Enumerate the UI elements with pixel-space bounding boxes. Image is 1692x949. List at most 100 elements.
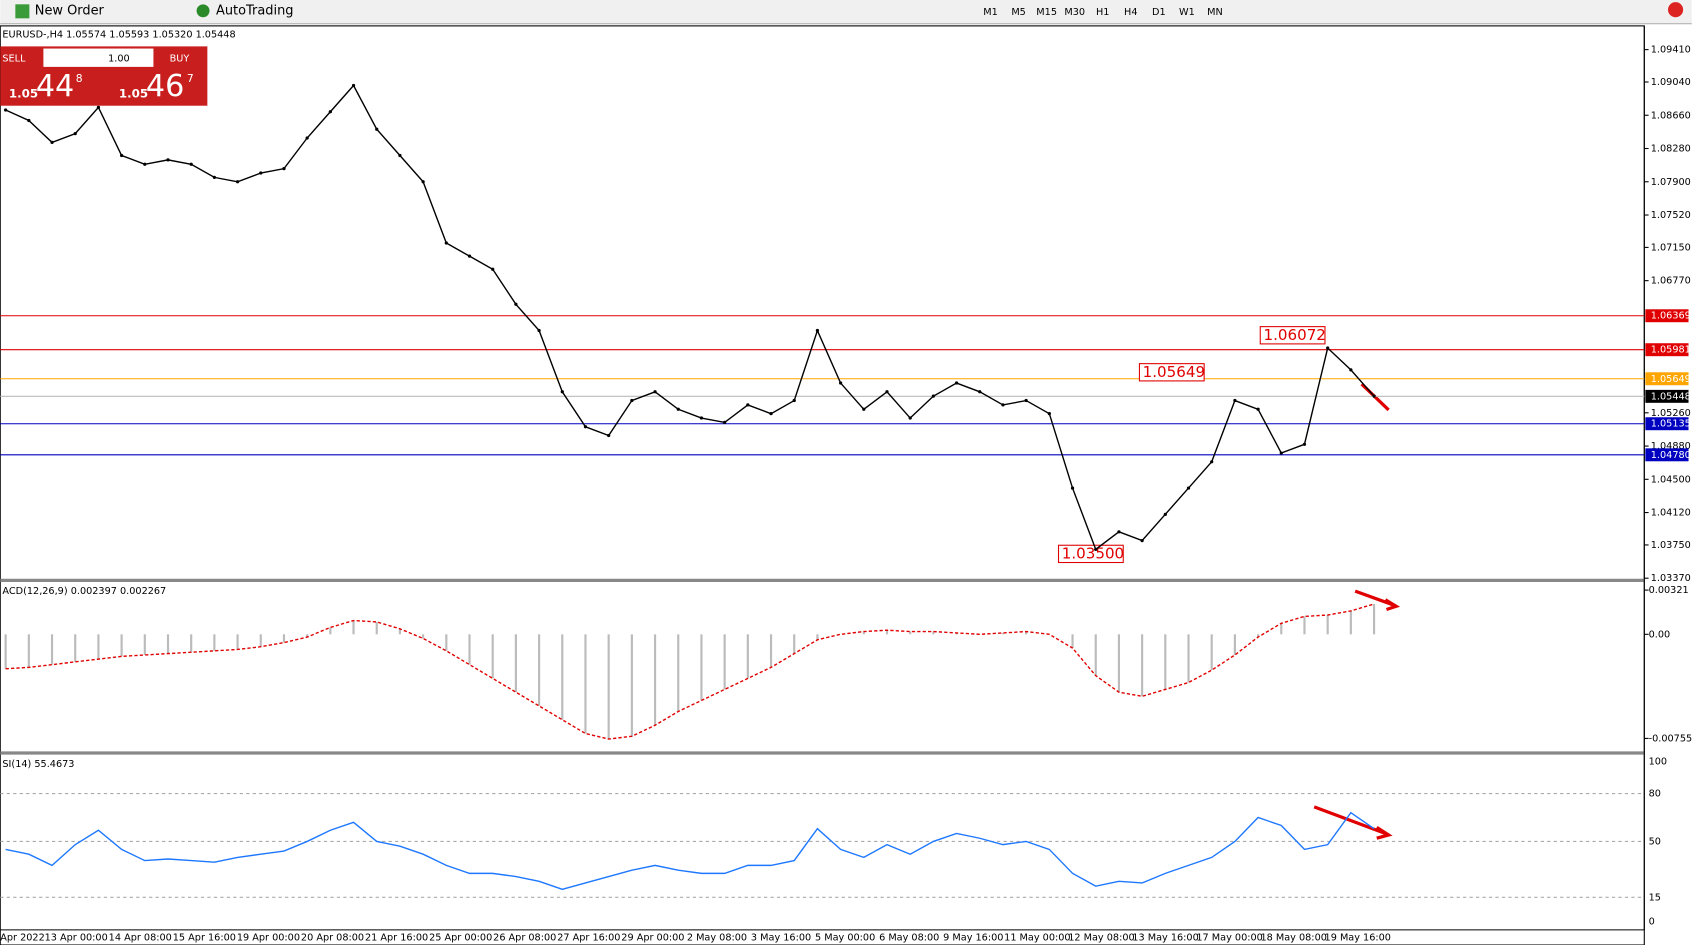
chart-area: [0, 25, 1645, 946]
rsi-tick-label: 50: [1649, 836, 1661, 847]
price-tick-label: 1.03370: [1651, 573, 1691, 584]
close-point: [143, 162, 147, 166]
level-label: 1.05135: [1651, 419, 1691, 430]
timeframe-button[interactable]: W1: [1179, 7, 1195, 18]
price-line: [5, 84, 1375, 551]
buy-button[interactable]: BUY: [170, 53, 190, 64]
macd-label: ACD(12,26,9) 0.002397 0.002267: [2, 586, 166, 597]
sell-button[interactable]: SELL: [2, 53, 26, 64]
autotrading-icon[interactable]: [196, 4, 210, 18]
new-order-icon[interactable]: [15, 4, 30, 19]
close-point: [723, 420, 727, 425]
close-point: [1256, 407, 1260, 411]
close-point: [398, 153, 402, 158]
timeframe-button[interactable]: M15: [1036, 7, 1057, 18]
notification[interactable]: [1668, 2, 1684, 18]
buy-sup[interactable]: 7: [187, 72, 194, 85]
buy-prefix[interactable]: 1.05: [119, 86, 148, 100]
timeframe-button[interactable]: M1: [983, 7, 998, 18]
close-point: [4, 108, 8, 112]
date-label: 3 May 16:00: [751, 932, 811, 943]
close-point: [1070, 486, 1075, 490]
timeframe-button[interactable]: H4: [1124, 7, 1137, 18]
close-point: [166, 158, 170, 162]
toolbar: [0, 0, 1692, 24]
timeframe-button[interactable]: H1: [1096, 7, 1109, 18]
trend-arrows: [1313, 382, 1401, 840]
date-label: 27 Apr 16:00: [557, 932, 620, 943]
chart-header: EURUSD-,H4 1.05574 1.05593 1.05320 1.054…: [2, 30, 235, 41]
macd-tick-label: 0.00: [1649, 629, 1671, 640]
close-point: [1047, 412, 1051, 416]
sell-big[interactable]: 44: [36, 69, 74, 104]
close-point: [1326, 346, 1330, 350]
price-tick-label: 1.04880: [1651, 441, 1691, 452]
close-point: [189, 162, 193, 166]
date-label: 15 Apr 16:00: [173, 932, 236, 943]
close-point: [444, 241, 448, 245]
level-label: 1.05448: [1651, 391, 1691, 402]
macd-tick-label: -0.007554: [1649, 733, 1692, 744]
annotation: 1.05649: [1143, 363, 1205, 381]
timeframe-button[interactable]: M30: [1064, 7, 1085, 18]
lot-field[interactable]: [43, 48, 154, 67]
close-point: [491, 267, 495, 271]
price-tick-label: 1.09410: [1651, 45, 1691, 56]
date-label: Apr 2022: [0, 932, 44, 943]
close-point: [235, 180, 240, 184]
annotation: 1.06072: [1263, 326, 1325, 344]
autotrading-button[interactable]: AutoTrading: [216, 3, 294, 18]
level-tag: [1645, 309, 1689, 323]
close-point: [1163, 512, 1167, 516]
level-tag: [1645, 343, 1689, 357]
close-point: [815, 328, 820, 333]
close-point: [699, 416, 704, 420]
price-tick-label: 1.08660: [1651, 110, 1691, 121]
date-label: 26 Apr 08:00: [493, 932, 556, 943]
rsi-line: [5, 811, 1375, 891]
date-label: 12 May 08:00: [1068, 932, 1134, 943]
close-point: [514, 302, 518, 306]
close-point: [537, 328, 541, 333]
close-point: [885, 390, 889, 394]
close-point: [1117, 530, 1121, 534]
close-point: [560, 390, 564, 394]
close-point: [1279, 451, 1283, 455]
buy-big[interactable]: 46: [146, 69, 184, 104]
timeframe-button[interactable]: D1: [1152, 7, 1166, 18]
close-point: [769, 412, 773, 416]
price-tick-label: 1.05260: [1651, 408, 1691, 419]
close-point: [931, 394, 935, 398]
macd-signal: [5, 603, 1375, 740]
close-point: [375, 127, 379, 131]
price-tick-label: 1.07900: [1651, 177, 1691, 188]
close-point: [1349, 368, 1353, 372]
price-tick-label: 1.09040: [1651, 77, 1691, 88]
close-point: [1024, 398, 1028, 403]
date-label: 18 May 08:00: [1260, 932, 1326, 943]
sell-prefix[interactable]: 1.05: [9, 86, 38, 100]
date-label: 2 May 08:00: [687, 932, 747, 943]
rsi-tick-label: 15: [1649, 892, 1661, 903]
timeframe-button[interactable]: M5: [1011, 7, 1026, 18]
close-point: [305, 136, 309, 140]
annotation: 1.03500: [1062, 544, 1124, 562]
price-tick-label: 1.08280: [1651, 144, 1691, 155]
lot-size[interactable]: 1.00: [108, 53, 130, 64]
level-tag: [1645, 448, 1689, 462]
level-tag: [1645, 372, 1689, 386]
date-label: 29 Apr 00:00: [621, 932, 684, 943]
close-point: [212, 175, 216, 180]
close-point: [1233, 398, 1237, 403]
sell-sup[interactable]: 8: [76, 72, 83, 85]
timeframe-button[interactable]: MN: [1207, 7, 1223, 18]
close-point: [746, 403, 750, 407]
price-tick-label: 1.04120: [1651, 508, 1691, 519]
annotation-box: [1057, 544, 1124, 564]
date-label: 13 May 16:00: [1132, 932, 1198, 943]
close-point: [27, 118, 31, 123]
date-label: 19 Apr 00:00: [237, 932, 300, 943]
close-point: [1094, 547, 1098, 551]
new-order-button[interactable]: New Order: [35, 3, 105, 18]
